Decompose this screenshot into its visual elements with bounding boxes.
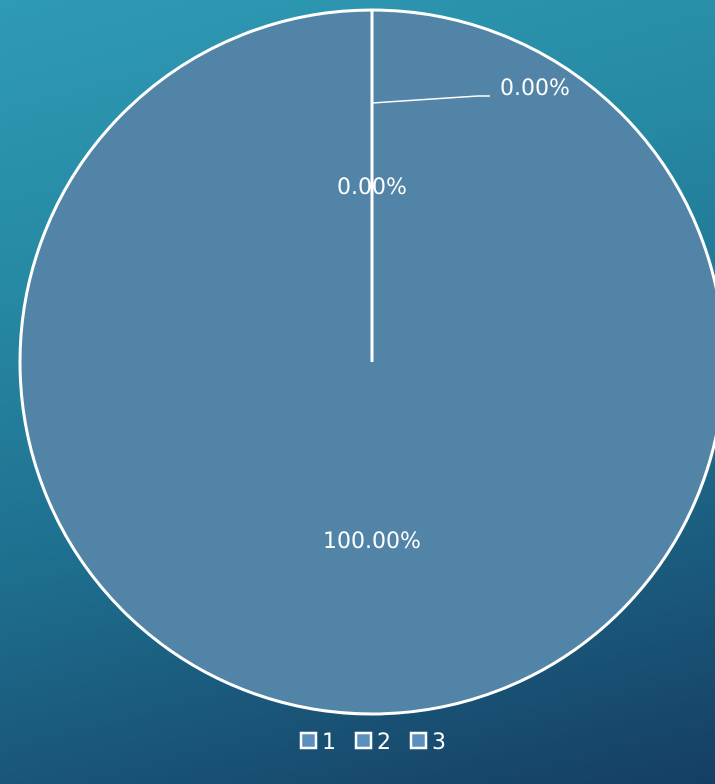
legend-swatch-2 [354, 731, 373, 750]
data-label-3: 0.00% [337, 175, 407, 200]
data-label-2: 100.00% [323, 529, 421, 554]
leader-line-1 [371, 95, 490, 104]
leader-lines [371, 95, 490, 104]
legend-label-2: 2 [377, 730, 391, 755]
pie-slice-2 [18, 8, 715, 716]
legend-swatch-3 [409, 731, 428, 750]
legend-swatch-1 [299, 731, 318, 750]
legend-label-3: 3 [432, 730, 446, 755]
data-label-1: 0.00% [500, 76, 570, 101]
legend-label-1: 1 [322, 730, 336, 755]
data-labels: 0.00% 100.00% 0.00% [323, 76, 570, 554]
pie-slices [18, 8, 715, 716]
legend: 1 2 3 [299, 730, 446, 755]
